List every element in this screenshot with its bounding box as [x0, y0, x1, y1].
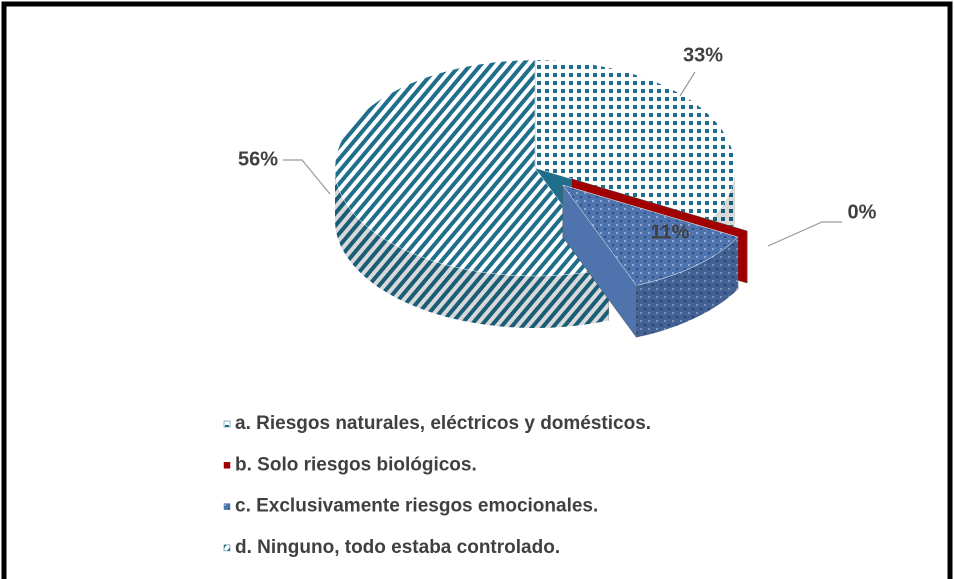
leader-line: [283, 159, 331, 195]
slice-top: [534, 59, 736, 221]
data-label: 33%: [683, 44, 723, 66]
legend-marker: [223, 503, 231, 510]
slice-side: [335, 168, 609, 328]
labels: 33% 0% 11% 56% a. Riesgos naturales, eléctri…: [223, 44, 877, 558]
legend-marker: [223, 462, 231, 469]
legend-marker: [223, 420, 231, 428]
data-label: 11%: [651, 221, 690, 243]
slice-top: [334, 59, 610, 277]
leader-line: [767, 221, 842, 247]
legend-label: b. Solo riesgos biológicos.: [235, 454, 477, 475]
slice-side-shade: [636, 237, 738, 338]
legend-marker: [223, 544, 231, 552]
legend-label: c. Exclusivamente riesgos emocionales.: [235, 496, 598, 517]
data-label: 0%: [848, 201, 877, 223]
pie: [334, 59, 748, 339]
legend-label: d. Ninguno, todo estaba controlado.: [235, 537, 560, 558]
slice-side: [636, 237, 738, 338]
slice-top: [562, 184, 739, 286]
data-label: 56%: [238, 148, 278, 170]
leader-line: [679, 71, 696, 97]
slice: [562, 184, 739, 339]
slice-side-shade: [335, 168, 609, 328]
legend-label: a. Riesgos naturales, eléctricos y domés…: [235, 413, 651, 434]
